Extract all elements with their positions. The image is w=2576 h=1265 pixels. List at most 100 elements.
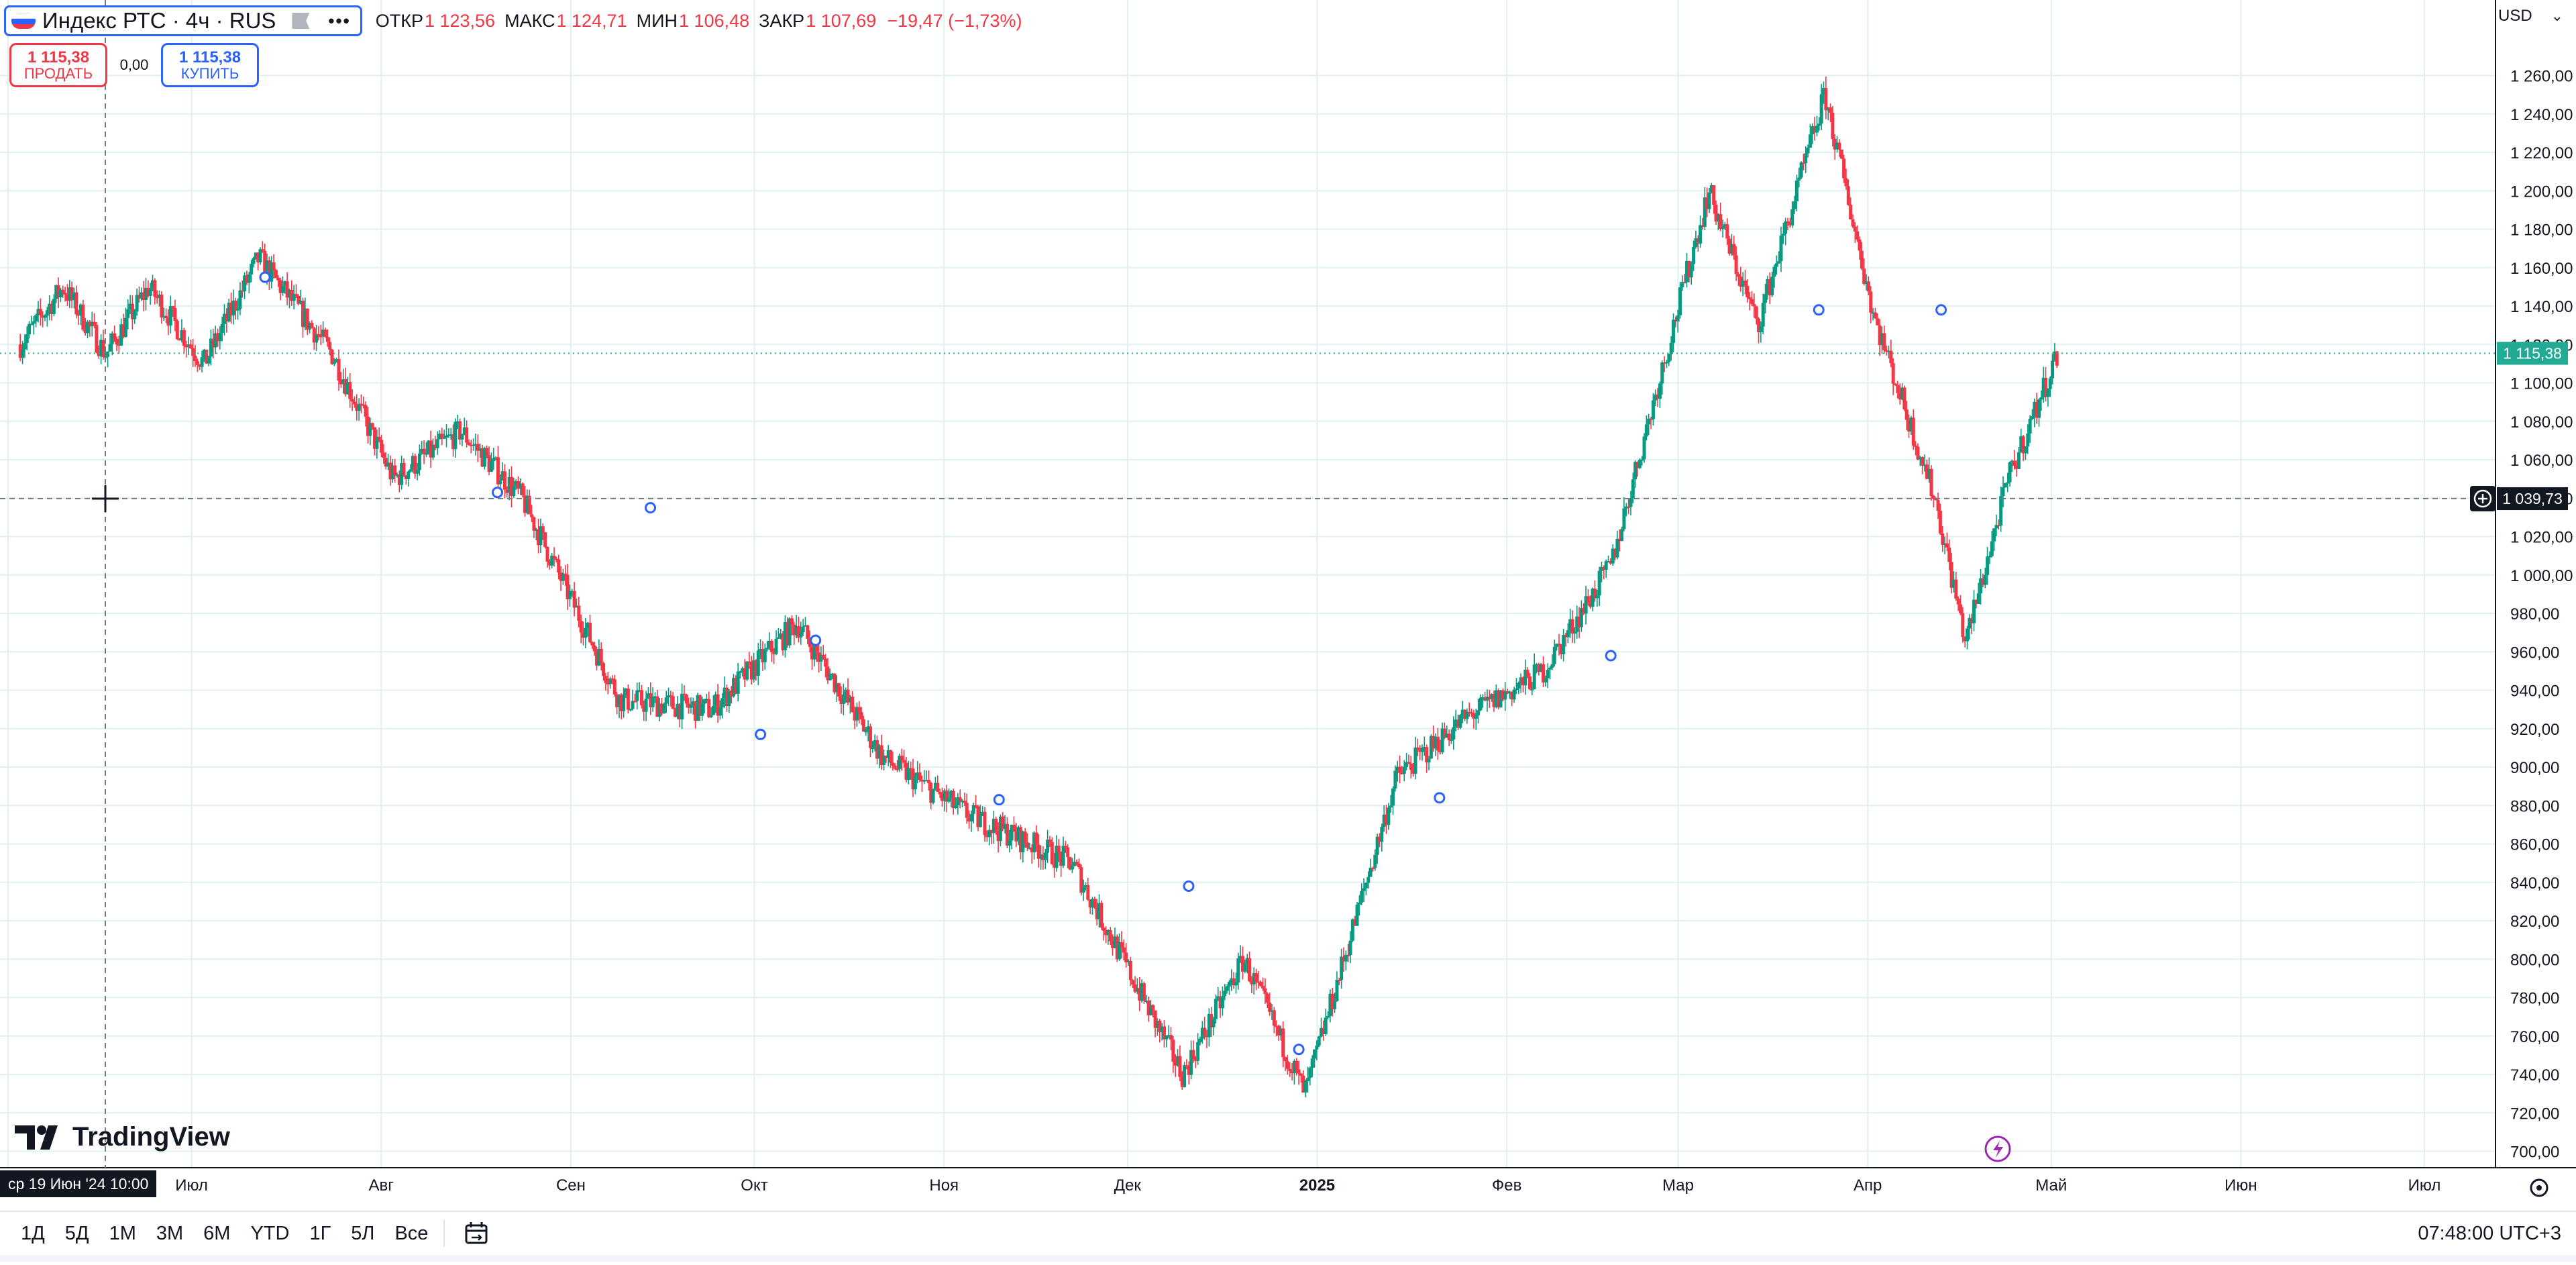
- candle-body: [355, 404, 359, 411]
- candle-body: [517, 481, 521, 489]
- candle-body: [1766, 279, 1770, 295]
- period-5d[interactable]: 5Д: [64, 1222, 89, 1244]
- candle-body: [1310, 1058, 1314, 1068]
- candle-body: [615, 694, 619, 707]
- candle-body: [420, 448, 424, 454]
- candle-body: [2055, 351, 2059, 366]
- dividend-marker[interactable]: [259, 271, 271, 283]
- candle-body: [698, 695, 702, 716]
- sell-button[interactable]: 1 115,38 ПРОДАТЬ: [9, 43, 107, 87]
- candle-body: [1340, 956, 1344, 980]
- clock-timezone[interactable]: 07:48:00 UTC+3: [2418, 1222, 2561, 1244]
- candle-body: [1546, 669, 1550, 678]
- candle-body: [1335, 980, 1339, 1001]
- more-dots-icon[interactable]: •••: [328, 10, 351, 31]
- plus-circle-icon[interactable]: [2470, 486, 2496, 512]
- candle-body: [447, 434, 451, 436]
- candle-body: [1907, 419, 1911, 432]
- candle-body: [180, 330, 184, 341]
- candle-body: [1799, 162, 1803, 178]
- candle-body: [312, 327, 316, 343]
- period-5y[interactable]: 5Л: [351, 1222, 375, 1244]
- candle-body: [752, 660, 756, 680]
- tradingview-logo-icon: [15, 1125, 58, 1150]
- dividend-marker[interactable]: [1183, 880, 1195, 892]
- candle-body: [1557, 644, 1561, 646]
- candle-body: [1485, 697, 1489, 701]
- candle-body: [1535, 664, 1539, 666]
- dividend-marker[interactable]: [1605, 650, 1617, 662]
- candle-body: [1699, 225, 1703, 244]
- candle-body: [765, 648, 769, 650]
- period-6m[interactable]: 6М: [203, 1222, 231, 1244]
- candle-body: [1911, 417, 1915, 446]
- candle-body: [1167, 1035, 1171, 1037]
- candle-body: [272, 262, 276, 270]
- candle-body: [1784, 221, 1788, 234]
- candle-body: [1719, 214, 1723, 229]
- symbol-search-button[interactable]: Индекс РТС · 4ч · RUS •••: [4, 5, 362, 36]
- candle-body: [1393, 770, 1397, 789]
- period-3m[interactable]: 3М: [156, 1222, 184, 1244]
- candle-body: [545, 547, 549, 562]
- gear-icon[interactable]: [2530, 1178, 2548, 1197]
- calendar-range-icon[interactable]: [464, 1220, 490, 1247]
- candle-body: [155, 297, 159, 299]
- period-1y[interactable]: 1Г: [309, 1222, 331, 1244]
- candle-body: [352, 401, 356, 405]
- candle-body: [1617, 538, 1621, 542]
- candle-body: [871, 748, 875, 750]
- candle-body: [1059, 852, 1063, 866]
- dividend-marker[interactable]: [1434, 792, 1446, 804]
- period-1m[interactable]: 1М: [109, 1222, 136, 1244]
- candle-body: [1542, 664, 1546, 682]
- candle-body: [28, 323, 32, 335]
- dividend-marker[interactable]: [644, 502, 656, 514]
- candle-body: [1945, 543, 1949, 548]
- candle-body: [38, 309, 42, 315]
- candle-body: [417, 453, 421, 470]
- candle-body: [1871, 312, 1875, 314]
- period-1d[interactable]: 1Д: [21, 1222, 45, 1244]
- dividend-marker[interactable]: [1935, 304, 1947, 316]
- candle-body: [2028, 419, 2032, 434]
- candle-body: [240, 290, 244, 292]
- dividend-marker[interactable]: [1293, 1044, 1305, 1056]
- dividend-marker[interactable]: [492, 487, 504, 499]
- tradingview-logo[interactable]: TradingView: [15, 1122, 230, 1152]
- candle-body: [76, 314, 80, 316]
- candle-body: [655, 696, 659, 717]
- candle-body: [1754, 306, 1758, 319]
- candle-body: [1589, 603, 1593, 607]
- candle-body: [1878, 325, 1882, 346]
- period-all[interactable]: Все: [394, 1222, 429, 1244]
- dividend-marker[interactable]: [1813, 304, 1825, 316]
- sell-label: ПРОДАТЬ: [23, 65, 93, 83]
- dividend-marker[interactable]: [993, 794, 1005, 806]
- candle-body: [202, 349, 206, 358]
- candle-body: [1337, 980, 1341, 982]
- x-tick-label: Ноя: [929, 1176, 959, 1195]
- lightning-icon[interactable]: [1984, 1135, 2011, 1162]
- candle-body: [1077, 864, 1081, 868]
- candle-body: [328, 342, 332, 350]
- currency-selector[interactable]: USD ⌄: [2498, 7, 2563, 26]
- candle-body: [1346, 954, 1350, 956]
- flag-icon[interactable]: [292, 13, 310, 29]
- period-ytd[interactable]: YTD: [250, 1222, 290, 1244]
- candle-body: [1647, 418, 1651, 425]
- buy-button[interactable]: 1 115,38 КУПИТЬ: [161, 43, 259, 87]
- dividend-marker[interactable]: [755, 728, 767, 740]
- candle-body: [1270, 1010, 1274, 1012]
- dividend-marker[interactable]: [810, 634, 822, 646]
- candle-body: [612, 679, 616, 695]
- candle-body: [500, 471, 504, 480]
- candle-body: [743, 668, 747, 680]
- candle-body: [43, 315, 47, 318]
- candle-body: [848, 697, 852, 703]
- candle-body: [1786, 221, 1790, 223]
- candle-body: [868, 726, 872, 748]
- candle-body: [321, 330, 325, 336]
